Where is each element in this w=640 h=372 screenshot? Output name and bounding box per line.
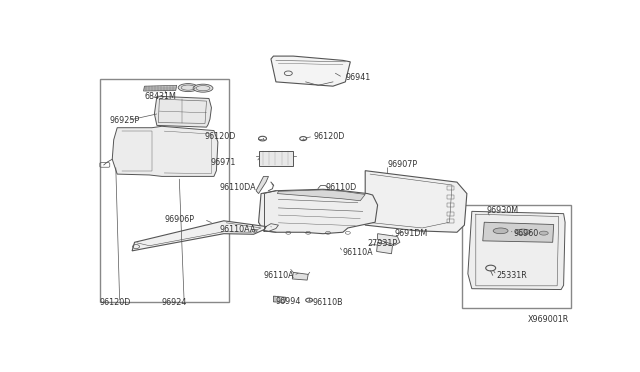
Polygon shape	[273, 296, 286, 302]
Ellipse shape	[515, 229, 531, 235]
Text: 96110DA: 96110DA	[220, 183, 256, 192]
Bar	[462, 205, 571, 308]
Polygon shape	[259, 189, 378, 234]
Polygon shape	[132, 221, 266, 251]
Text: 27931P: 27931P	[367, 239, 398, 248]
Polygon shape	[483, 222, 554, 242]
Text: 96924: 96924	[162, 298, 188, 307]
Text: 96110A: 96110A	[264, 271, 294, 280]
Polygon shape	[378, 234, 400, 245]
Text: 25331R: 25331R	[497, 271, 527, 280]
Text: 96907P: 96907P	[388, 160, 418, 169]
Text: 96906P: 96906P	[164, 215, 195, 224]
Polygon shape	[112, 126, 218, 176]
Bar	[447, 186, 454, 190]
Text: 96994: 96994	[276, 296, 301, 305]
Text: 96110D: 96110D	[326, 183, 356, 192]
Text: 96960: 96960	[514, 229, 540, 238]
Bar	[100, 79, 229, 302]
Text: 96925P: 96925P	[110, 116, 140, 125]
Ellipse shape	[493, 228, 508, 234]
Text: 96930M: 96930M	[486, 206, 519, 215]
Polygon shape	[256, 176, 269, 193]
Bar	[447, 219, 454, 223]
Text: 68431M: 68431M	[145, 92, 177, 101]
Ellipse shape	[540, 231, 548, 235]
Bar	[447, 212, 454, 216]
Text: 96110AA: 96110AA	[220, 225, 256, 234]
Text: 96971: 96971	[211, 158, 236, 167]
Polygon shape	[143, 85, 177, 91]
Polygon shape	[271, 56, 350, 86]
Text: 96120D: 96120D	[205, 132, 236, 141]
Bar	[447, 203, 454, 207]
Text: 96110B: 96110B	[312, 298, 343, 307]
Polygon shape	[365, 171, 467, 232]
Bar	[447, 195, 454, 199]
Text: X969001R: X969001R	[527, 315, 568, 324]
Polygon shape	[468, 211, 565, 289]
Text: 96120D: 96120D	[100, 298, 131, 307]
Polygon shape	[376, 242, 392, 254]
Text: 96110A: 96110A	[343, 248, 374, 257]
Ellipse shape	[193, 84, 213, 92]
Polygon shape	[259, 151, 293, 166]
Polygon shape	[154, 96, 211, 127]
Text: 9691DM: 9691DM	[395, 229, 428, 238]
Ellipse shape	[178, 84, 198, 92]
Text: 96941: 96941	[346, 73, 371, 82]
Text: 96120D: 96120D	[313, 132, 344, 141]
Polygon shape	[277, 190, 365, 201]
Polygon shape	[292, 272, 308, 280]
